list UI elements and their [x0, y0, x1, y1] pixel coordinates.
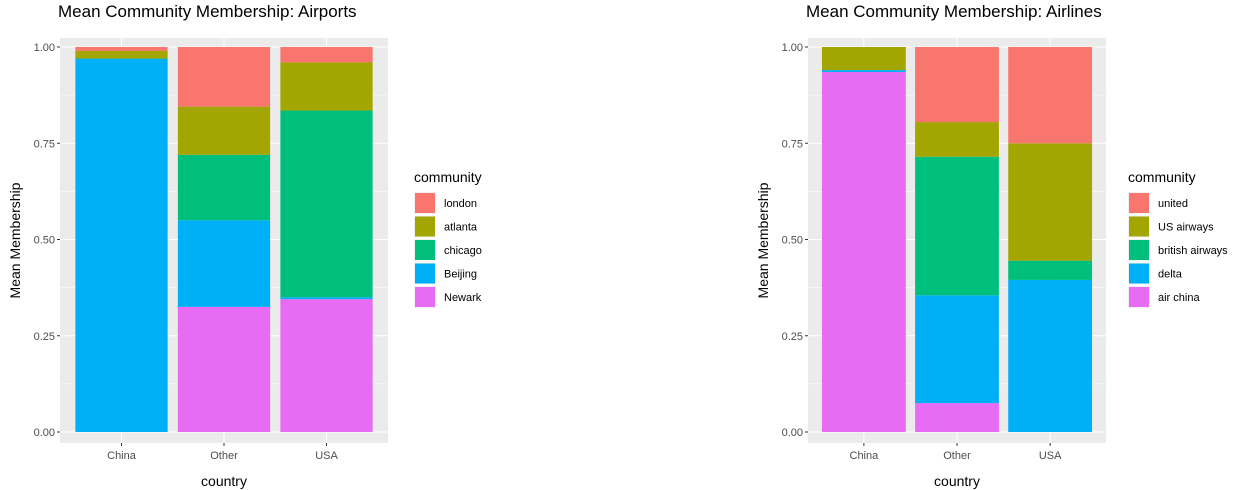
x-tick-label: China [107, 450, 137, 462]
y-tick-label: 0.25 [34, 331, 55, 343]
legend-label-delta: delta [1158, 269, 1183, 281]
y-tick-label: 1.00 [34, 42, 55, 54]
bar-usa-united [1008, 47, 1093, 144]
y-axis-title: Mean Membership [755, 182, 771, 298]
bar-usa-atlanta [280, 62, 373, 111]
y-tick-label: 0.00 [782, 427, 803, 439]
legend-title: community [1128, 169, 1196, 185]
bar-china-air-china [821, 72, 906, 433]
legend: community united US airways british airways… [1128, 169, 1228, 308]
bar-other-newark [177, 306, 271, 432]
x-axis-title: country [934, 473, 980, 489]
chart-title: Mean Community Membership: Airports [58, 2, 357, 21]
legend-swatch-british-airways [1129, 240, 1149, 260]
bar-usa-us-airways [1008, 143, 1093, 261]
y-tick-label: 0.25 [782, 331, 803, 343]
chart-title: Mean Community Membership: Airlines [806, 2, 1102, 21]
x-tick-label: Other [943, 450, 971, 462]
legend-swatch-atlanta [415, 216, 435, 237]
x-axis-title: country [201, 473, 247, 489]
y-tick-label: 0.75 [34, 138, 55, 150]
bar-china-delta [821, 70, 906, 73]
y-tick-label: 1.00 [782, 42, 803, 54]
bar-china-atlanta [75, 50, 168, 59]
bar-usa-british-airways [1008, 260, 1093, 280]
x-tick-label: Other [210, 450, 238, 462]
legend-swatch-chicago [415, 240, 435, 260]
bar-other-beijing [177, 220, 271, 307]
bar-other-delta [915, 295, 999, 404]
legend-swatch-united [1129, 193, 1149, 213]
chart-1: Mean Community Membership: Airports 0.00 0… [7, 2, 482, 489]
bar-usa-beijing [280, 297, 373, 300]
legend-title: community [414, 169, 482, 185]
bar-china-beijing [75, 58, 168, 433]
legend-swatch-london [415, 193, 435, 213]
chart-2: Mean Community Membership: Airlines 0.00 0… [755, 2, 1228, 489]
legend-label-british-airways: british airways [1158, 245, 1228, 257]
bar-other-london [177, 47, 271, 107]
bar-other-us-airways [915, 122, 999, 157]
y-axis-title: Mean Membership [7, 182, 23, 298]
legend-swatch-newark [415, 287, 435, 307]
bar-other-chicago [177, 154, 271, 221]
y-tick-label: 0.50 [782, 235, 803, 247]
legend-label-united: united [1158, 198, 1188, 210]
legend-swatch-us-airways [1129, 216, 1149, 237]
bar-china-london [75, 47, 168, 51]
bar-other-atlanta [177, 106, 271, 155]
legend-label-us-airways: US airways [1158, 222, 1214, 234]
bar-other-united [915, 47, 999, 123]
legend-label-air-china: air china [1158, 292, 1200, 304]
legend-swatch-delta [1129, 263, 1149, 284]
bar-china-us-airways [821, 47, 906, 71]
legend-label-beijing: Beijing [444, 269, 477, 281]
bar-usa-chicago [280, 110, 373, 298]
x-tick-label: USA [315, 450, 338, 462]
bar-other-air-china [915, 403, 999, 432]
x-tick-label: China [850, 450, 880, 462]
y-tick-label: 0.00 [34, 427, 55, 439]
legend-swatch-beijing [415, 263, 435, 284]
bar-usa-newark [280, 299, 373, 432]
legend-label-newark: Newark [444, 292, 482, 304]
legend-label-atlanta: atlanta [444, 222, 478, 234]
legend-swatch-air-china [1129, 287, 1149, 307]
x-tick-label: USA [1039, 450, 1062, 462]
legend: community london atlanta chicago Beijing Newa… [414, 169, 482, 308]
bar-usa-london [280, 47, 373, 63]
legend-label-london: london [444, 198, 477, 210]
bar-other-british-airways [915, 156, 999, 296]
bar-usa-delta [1008, 279, 1093, 432]
legend-label-chicago: chicago [444, 245, 482, 257]
y-tick-label: 0.50 [34, 235, 55, 247]
y-tick-label: 0.75 [782, 138, 803, 150]
